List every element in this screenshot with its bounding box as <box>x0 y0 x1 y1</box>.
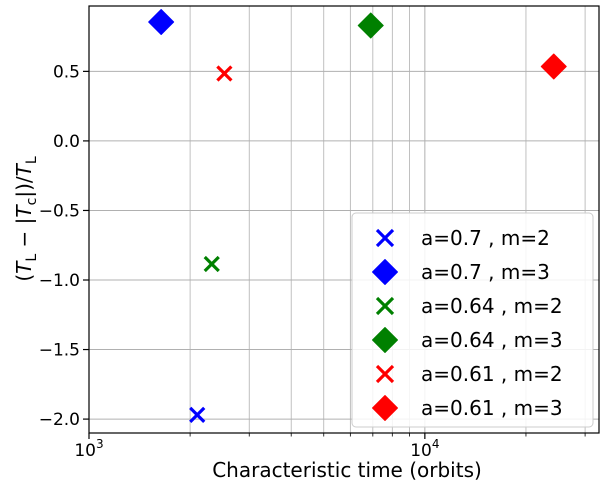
y-tick-label: −1.0 <box>39 271 80 291</box>
legend-entry: a=0.61 , m=2 <box>375 362 563 386</box>
y-axis-title: (TL − |Tc|)/TL <box>12 156 40 281</box>
legend-x-marker <box>375 364 395 384</box>
x-axis-label: Characteristic time (orbits) <box>212 458 482 482</box>
data-point-diamond-marker <box>357 12 384 39</box>
plot-frame <box>88 5 600 434</box>
y-tick-label: −2.0 <box>39 410 80 430</box>
data-point-x-marker <box>216 65 233 82</box>
legend-x-marker <box>375 296 395 316</box>
grid-lines <box>88 6 599 433</box>
axis-ticks: 0.5 0.0 −0.5 −1.0 −1.5 −2.0 103 104 <box>39 62 586 461</box>
legend-diamond-marker <box>372 395 398 421</box>
y-axis-label: (TL − |Tc|)/TL <box>12 156 40 281</box>
x-tick-label: 104 <box>410 437 439 461</box>
legend-label: a=0.7 , m=3 <box>421 260 550 284</box>
legend-entry: a=0.64 , m=3 <box>372 327 563 353</box>
legend-entry: a=0.7 , m=2 <box>375 226 550 250</box>
data-point-x-marker <box>203 255 220 273</box>
x-tick-label: 103 <box>74 437 103 461</box>
legend-label: a=0.7 , m=2 <box>421 226 550 250</box>
y-tick-label: −0.5 <box>39 201 80 221</box>
y-tick-label: 0.5 <box>53 62 80 82</box>
legend-box <box>351 212 594 428</box>
x-axis-title: Characteristic time (orbits) <box>212 458 482 482</box>
legend-diamond-marker <box>372 327 398 353</box>
data-point-diamond-marker <box>148 8 175 35</box>
legend-label: a=0.61 , m=2 <box>421 362 563 386</box>
legend-entry: a=0.64 , m=2 <box>375 294 563 318</box>
y-tick-label: −1.5 <box>39 341 80 361</box>
data-point-diamond-marker <box>540 53 567 80</box>
legend-entry: a=0.7 , m=3 <box>372 259 550 285</box>
legend-entry: a=0.61 , m=3 <box>372 395 563 421</box>
data-point-x-marker <box>189 406 206 424</box>
legend: a=0.7 , m=2 a=0.7 , m=3 a=0.64 , m=2 a=0.64… <box>351 212 594 428</box>
y-tick-label: 0.0 <box>53 132 80 152</box>
legend-label: a=0.64 , m=3 <box>421 328 563 352</box>
legend-label: a=0.61 , m=3 <box>421 396 563 420</box>
legend-label: a=0.64 , m=2 <box>421 294 563 318</box>
legend-x-marker <box>375 228 395 248</box>
legend-diamond-marker <box>372 259 398 285</box>
data-markers <box>148 8 567 424</box>
